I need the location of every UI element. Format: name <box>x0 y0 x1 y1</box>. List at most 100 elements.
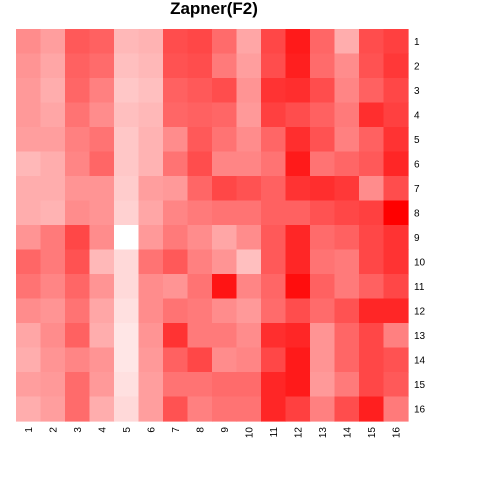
heatmap-cell <box>359 249 385 275</box>
heatmap-cell <box>383 151 409 177</box>
heatmap-cell <box>16 29 42 55</box>
heatmap-cell <box>285 78 311 104</box>
heatmap-cell <box>187 53 213 79</box>
x-tick-label: 8 <box>195 427 206 433</box>
heatmap-cell <box>114 29 140 55</box>
heatmap-cell <box>187 323 213 349</box>
heatmap-cell <box>310 200 336 226</box>
y-tick-label: 6 <box>414 159 420 170</box>
heatmap-cell <box>187 396 213 422</box>
heatmap-cell <box>261 102 287 128</box>
heatmap-cell <box>138 347 164 373</box>
heatmap-cell <box>138 127 164 153</box>
heatmap-cell <box>310 151 336 177</box>
y-tick-label: 1 <box>414 37 420 48</box>
heatmap-cell <box>16 53 42 79</box>
heatmap-cell <box>310 372 336 398</box>
heatmap-cell <box>40 225 66 251</box>
heatmap-cell <box>114 176 140 202</box>
heatmap-cell <box>16 176 42 202</box>
heatmap-cell <box>261 249 287 275</box>
heatmap-cell <box>359 396 385 422</box>
heatmap-cell <box>89 127 115 153</box>
heatmap-cell <box>138 249 164 275</box>
heatmap-cell <box>236 176 262 202</box>
y-tick-label: 7 <box>414 184 420 195</box>
heatmap-cell <box>16 151 42 177</box>
heatmap-cell <box>285 249 311 275</box>
heatmap-cell <box>187 151 213 177</box>
heatmap-cell <box>40 78 66 104</box>
heatmap-cell <box>285 176 311 202</box>
heatmap-cell <box>285 151 311 177</box>
heatmap-cell <box>187 372 213 398</box>
x-tick-label: 5 <box>122 427 133 433</box>
heatmap-cell <box>334 274 360 300</box>
heatmap-cell <box>383 102 409 128</box>
heatmap-cell <box>138 176 164 202</box>
heatmap-cell <box>16 274 42 300</box>
heatmap-cell <box>359 29 385 55</box>
heatmap-cell <box>334 347 360 373</box>
heatmap-cell <box>138 78 164 104</box>
heatmap-cell <box>138 225 164 251</box>
heatmap-cell <box>310 225 336 251</box>
heatmap-cell <box>40 53 66 79</box>
heatmap-cell <box>236 29 262 55</box>
heatmap-cell <box>310 347 336 373</box>
heatmap-cell <box>114 372 140 398</box>
x-tick-label: 13 <box>318 427 329 439</box>
heatmap-cell <box>163 396 189 422</box>
y-tick-label: 5 <box>414 135 420 146</box>
heatmap-cell <box>114 347 140 373</box>
heatmap-cell <box>138 274 164 300</box>
heatmap-cell <box>163 176 189 202</box>
heatmap-cell <box>383 78 409 104</box>
heatmap-cell <box>40 372 66 398</box>
heatmap-cell <box>163 127 189 153</box>
heatmap-cell <box>16 323 42 349</box>
heatmap-cell <box>261 176 287 202</box>
y-tick-label: 4 <box>414 110 420 121</box>
heatmap-cell <box>236 298 262 324</box>
heatmap-cell <box>114 396 140 422</box>
heatmap-cell <box>310 78 336 104</box>
heatmap-cell <box>310 298 336 324</box>
heatmap-cell <box>89 323 115 349</box>
heatmap-cell <box>334 29 360 55</box>
y-tick-label: 11 <box>414 282 425 293</box>
heatmap-cell <box>187 176 213 202</box>
heatmap-cell <box>187 29 213 55</box>
heatmap-cell <box>65 78 91 104</box>
heatmap-cell <box>236 396 262 422</box>
heatmap-cell <box>187 347 213 373</box>
heatmap-cell <box>383 127 409 153</box>
heatmap-cell <box>114 102 140 128</box>
heatmap-cell <box>16 396 42 422</box>
heatmap-cell <box>310 127 336 153</box>
heatmap-cell <box>310 53 336 79</box>
heatmap-cell <box>163 323 189 349</box>
heatmap-cell <box>89 347 115 373</box>
x-tick-label: 10 <box>244 427 255 439</box>
y-tick-label: 9 <box>414 233 420 244</box>
heatmap-cell <box>114 225 140 251</box>
heatmap-cell <box>359 274 385 300</box>
heatmap-cell <box>187 102 213 128</box>
heatmap-cell <box>40 176 66 202</box>
heatmap-cell <box>334 53 360 79</box>
heatmap-cell <box>359 372 385 398</box>
heatmap-cell <box>65 200 91 226</box>
heatmap-cell <box>163 102 189 128</box>
heatmap-cell <box>285 396 311 422</box>
heatmap-cell <box>16 127 42 153</box>
heatmap-cell <box>187 127 213 153</box>
heatmap-cell <box>334 225 360 251</box>
heatmap-cell <box>285 298 311 324</box>
heatmap-cell <box>285 347 311 373</box>
heatmap-cell <box>65 298 91 324</box>
heatmap-cell <box>89 176 115 202</box>
heatmap-cell <box>236 249 262 275</box>
